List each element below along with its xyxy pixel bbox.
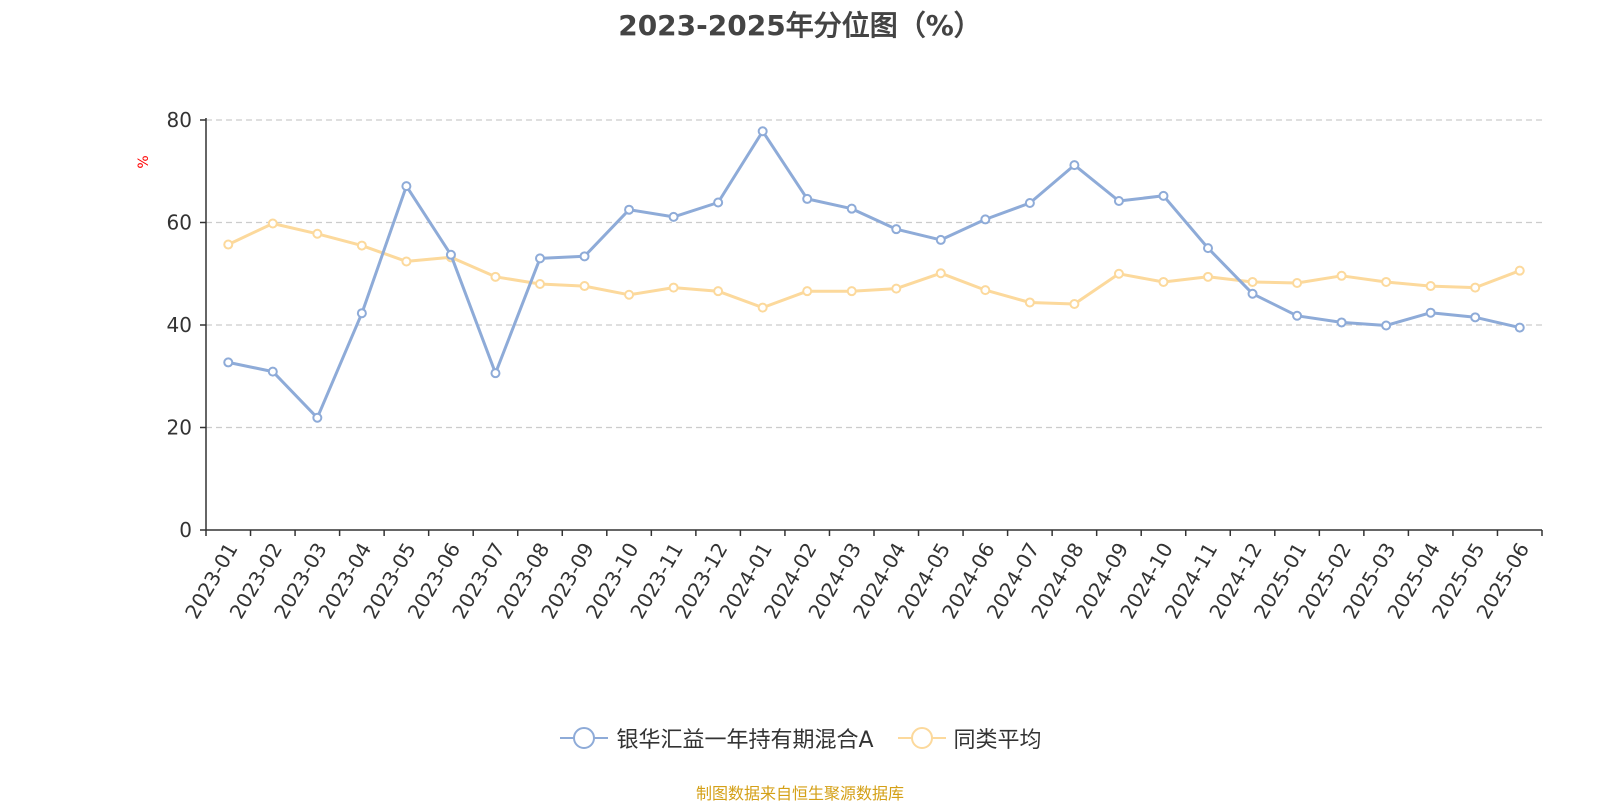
data-point-0 xyxy=(668,211,679,222)
data-point-0 xyxy=(535,253,545,264)
chart-title: 2023-2025年分位图（%） xyxy=(618,9,982,42)
data-point-1 xyxy=(356,240,367,251)
data-point-0 xyxy=(579,251,590,262)
data-point-0 xyxy=(312,412,323,423)
data-point-0 xyxy=(757,126,768,137)
data-point-0 xyxy=(356,308,367,319)
y-axis-label: % xyxy=(136,155,152,168)
data-point-0 xyxy=(401,181,412,192)
data-point-1 xyxy=(1381,276,1392,287)
series-lines xyxy=(223,126,1525,423)
axis-labels: 0204060802023-012023-022023-032023-04202… xyxy=(136,108,1534,623)
data-point-1 xyxy=(1514,265,1525,276)
data-point-1 xyxy=(1203,271,1213,282)
y-tick-label: 80 xyxy=(167,108,192,132)
data-point-1 xyxy=(757,302,768,313)
data-point-1 xyxy=(1158,276,1169,287)
data-point-0 xyxy=(1470,312,1481,323)
data-point-1 xyxy=(846,286,857,297)
legend-swatch-peer-average xyxy=(897,727,946,749)
data-point-1 xyxy=(490,271,501,282)
data-point-0 xyxy=(1514,322,1525,333)
data-point-0 xyxy=(891,224,902,235)
data-point-1 xyxy=(312,228,323,239)
legend-item-fund[interactable]: 银华汇益一年持有期混合A xyxy=(558,722,874,754)
data-point-0 xyxy=(223,357,234,368)
y-tick-label: 20 xyxy=(167,416,192,440)
data-point-0 xyxy=(980,214,991,225)
data-point-0 xyxy=(1425,307,1436,318)
data-point-1 xyxy=(980,285,991,296)
y-tick-label: 40 xyxy=(167,313,192,337)
data-point-0 xyxy=(445,249,456,260)
data-point-0 xyxy=(490,368,501,379)
data-point-0 xyxy=(624,204,635,215)
data-point-1 xyxy=(891,283,902,294)
data-point-1 xyxy=(1336,270,1347,281)
axes xyxy=(200,118,1543,536)
data-point-1 xyxy=(1425,281,1436,292)
data-point-0 xyxy=(1336,317,1347,328)
legend-item-peer-average[interactable]: 同类平均 xyxy=(896,722,1042,754)
data-point-1 xyxy=(935,268,946,279)
data-point-0 xyxy=(1069,160,1080,171)
legend-label-peer-average: 同类平均 xyxy=(953,728,1042,753)
data-point-1 xyxy=(624,289,635,300)
data-point-0 xyxy=(1247,288,1258,299)
data-point-1 xyxy=(1247,276,1258,287)
data-point-0 xyxy=(846,203,857,214)
data-point-1 xyxy=(401,256,412,267)
data-point-0 xyxy=(1113,195,1124,206)
data-point-0 xyxy=(1292,310,1303,321)
data-point-1 xyxy=(1113,268,1124,279)
data-point-1 xyxy=(713,286,724,297)
legend-swatch-fund xyxy=(560,727,609,749)
data-point-0 xyxy=(1381,320,1392,331)
data-point-0 xyxy=(1024,198,1035,209)
data-point-1 xyxy=(579,281,590,292)
legend: 银华汇益一年持有期混合A 同类平均 xyxy=(0,722,1600,754)
data-point-0 xyxy=(1203,243,1213,254)
data-point-1 xyxy=(802,286,813,297)
data-point-1 xyxy=(668,282,679,293)
data-point-0 xyxy=(1158,190,1169,201)
y-tick-label: 0 xyxy=(179,518,192,542)
data-point-1 xyxy=(1470,282,1481,293)
legend-label-fund: 银华汇益一年持有期混合A xyxy=(616,728,874,753)
series-line-1 xyxy=(227,222,1521,310)
data-point-1 xyxy=(535,279,545,289)
data-point-0 xyxy=(935,234,946,245)
data-point-1 xyxy=(223,239,234,250)
data-point-1 xyxy=(267,218,278,229)
data-point-0 xyxy=(267,366,278,377)
source-note: 制图数据来自恒生聚源数据库 xyxy=(695,784,904,803)
data-point-0 xyxy=(713,197,724,208)
series-line-0 xyxy=(227,129,1521,420)
data-point-0 xyxy=(802,193,813,204)
data-point-1 xyxy=(1069,298,1080,309)
y-tick-label: 60 xyxy=(167,211,192,235)
data-point-1 xyxy=(1292,277,1303,288)
data-point-1 xyxy=(1024,297,1035,308)
